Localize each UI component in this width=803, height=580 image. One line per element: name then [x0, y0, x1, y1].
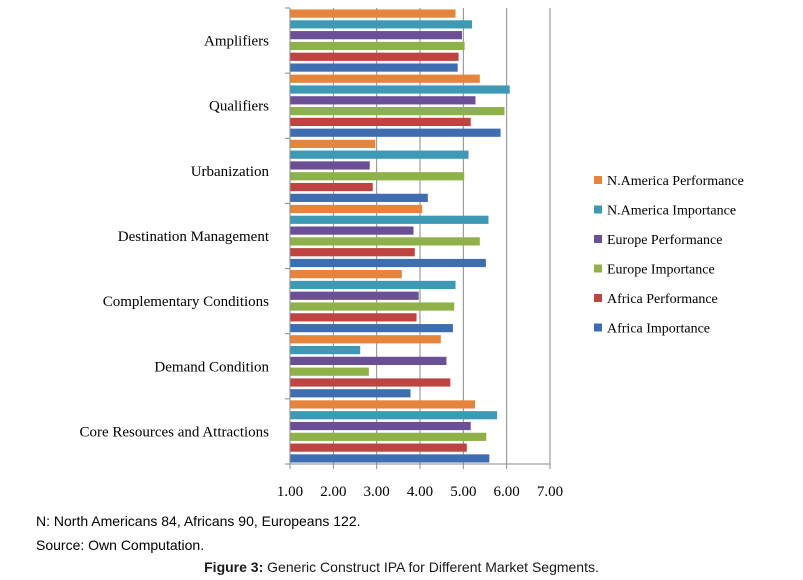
legend-label: Europe Performance: [607, 233, 722, 248]
bar: [290, 237, 480, 246]
bars: [290, 9, 510, 463]
bar: [290, 150, 469, 159]
bar: [290, 215, 489, 224]
legend-swatch: [594, 235, 602, 243]
bar: [290, 182, 373, 192]
bar: [290, 378, 451, 387]
legend-label: N.America Performance: [607, 174, 744, 189]
legend-swatch: [594, 205, 602, 214]
bar: [290, 172, 465, 181]
legend-label: Africa Performance: [607, 292, 718, 307]
legend-swatch: [594, 264, 602, 273]
bar: [290, 117, 471, 127]
bar: [290, 270, 402, 279]
bar: [290, 41, 465, 51]
x-tick-label: 6.00: [494, 484, 520, 500]
bar: [290, 74, 480, 83]
bar: [290, 128, 501, 137]
x-tick-label: 3.00: [364, 484, 390, 500]
legend-label: Europe Importance: [607, 263, 715, 278]
bar: [290, 280, 456, 290]
category-label: Qualifiers: [209, 99, 269, 115]
category-labels: Amplifiers Qualifiers Urbanization Destinat…: [79, 34, 269, 441]
bar: [290, 345, 361, 355]
legend-swatch: [594, 294, 602, 302]
bar: [290, 367, 369, 376]
bar: [290, 161, 370, 170]
tick-labels: 1.00 2.00 3.00 4.00 5.00 6.00 7.00: [277, 484, 563, 500]
bar: [290, 248, 415, 257]
bar: [290, 204, 423, 214]
source-note: Source: Own Computation.: [36, 537, 205, 553]
bar: [290, 9, 456, 18]
bar: [290, 258, 486, 268]
bar: [290, 31, 463, 40]
legend-swatch: [594, 176, 602, 184]
bar: [290, 139, 376, 148]
bar: [290, 85, 510, 94]
bar: [290, 356, 447, 365]
bar: [290, 96, 476, 105]
bar: [290, 324, 453, 333]
category-label: Demand Condition: [154, 359, 269, 375]
bar: [290, 313, 417, 322]
legend-swatch: [594, 323, 602, 332]
bar: [290, 411, 498, 420]
category-label: Core Resources and Attractions: [79, 424, 269, 440]
bar: [290, 443, 467, 452]
legend-label: N.America Importance: [607, 204, 736, 219]
bar: [290, 421, 471, 431]
legend: N.America Performance N.America Importanc…: [594, 174, 744, 337]
bar: [290, 107, 505, 116]
bar: [290, 454, 490, 463]
bar: [290, 291, 419, 300]
chart: Amplifiers Qualifiers Urbanization Destinat…: [79, 7, 744, 500]
category-label: Amplifiers: [204, 34, 269, 50]
bar: [290, 432, 487, 441]
bar: [290, 193, 428, 202]
x-tick-label: 7.00: [537, 484, 563, 500]
bar: [290, 52, 459, 61]
bar: [290, 63, 458, 72]
x-tick-label: 1.00: [277, 484, 303, 500]
bar: [290, 302, 455, 311]
category-label: Urbanization: [191, 164, 270, 180]
category-label: Complementary Conditions: [103, 294, 269, 310]
gridlines: [332, 8, 551, 464]
bar: [290, 335, 441, 344]
category-label: Destination Management: [118, 229, 270, 245]
axes: [285, 7, 551, 469]
figure-caption: Figure 3: Generic Construct IPA for Diff…: [0, 559, 803, 575]
x-tick-label: 5.00: [450, 484, 476, 500]
sample-size-note: N: North Americans 84, Africans 90, Euro…: [36, 513, 361, 529]
bar: [290, 226, 414, 235]
bar: [290, 400, 476, 409]
figure-caption-label: Figure 3:: [204, 559, 264, 575]
x-tick-label: 4.00: [407, 484, 433, 500]
bar: [290, 20, 472, 29]
legend-label: Africa Importance: [607, 322, 710, 337]
x-tick-label: 2.00: [320, 484, 346, 500]
figure-caption-text: Generic Construct IPA for Different Mark…: [263, 559, 599, 575]
bar: [290, 389, 411, 398]
